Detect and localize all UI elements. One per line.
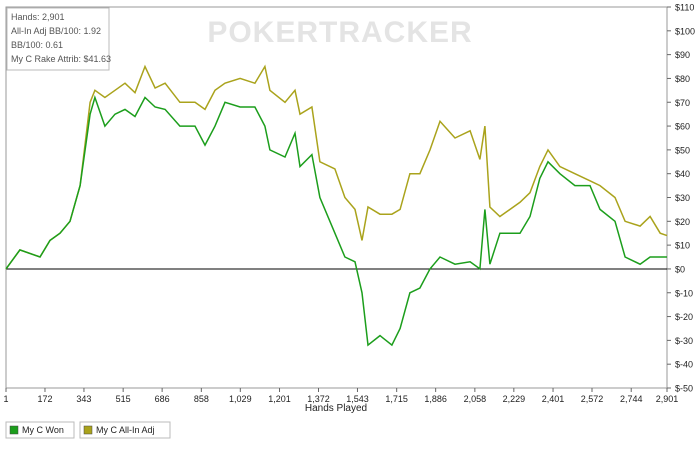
x-tick-label: 2,058	[464, 394, 487, 404]
x-tick-label: 2,744	[620, 394, 643, 404]
x-tick-label: 2,401	[542, 394, 565, 404]
y-tick-label: $40	[675, 169, 690, 179]
stat-text: BB/100: 0.61	[11, 40, 63, 50]
stat-text: My C Rake Attrib: $41.63	[11, 54, 111, 64]
legend-item	[5, 421, 75, 439]
x-tick-label: 686	[155, 394, 170, 404]
y-tick-label: $-10	[675, 288, 693, 298]
x-tick-label: 2,572	[581, 394, 604, 404]
y-tick-label: $60	[675, 122, 690, 132]
y-tick-label: $20	[675, 217, 690, 227]
stat-text: All-In Adj BB/100: 1.92	[11, 26, 101, 36]
x-tick-label: 1,886	[424, 394, 447, 404]
legend-label: My C All-In Adj	[96, 425, 155, 435]
x-tick-label: 2,901	[656, 394, 679, 404]
stats-box	[6, 7, 110, 71]
y-tick-label: $-40	[675, 360, 693, 370]
y-tick-label: $90	[675, 50, 690, 60]
x-tick-label: 515	[116, 394, 131, 404]
x-tick-label: 1	[3, 394, 8, 404]
y-tick-label: $80	[675, 74, 690, 84]
legend-swatch	[83, 425, 93, 435]
y-tick-label: $-50	[675, 384, 693, 394]
x-tick-label: 172	[37, 394, 52, 404]
x-tick-label: 1,372	[307, 394, 330, 404]
x-tick-label: 2,229	[503, 394, 526, 404]
legend-label: My C Won	[22, 425, 64, 435]
y-tick-label: $30	[675, 193, 690, 203]
y-tick-label: $0	[675, 264, 685, 274]
y-tick-label: $70	[675, 98, 690, 108]
y-tick-label: $-20	[675, 312, 693, 322]
x-tick-label: 858	[194, 394, 209, 404]
y-tick-label: $10	[675, 241, 690, 251]
x-tick-label: 1,715	[385, 394, 408, 404]
y-tick-label: $-30	[675, 336, 693, 346]
y-tick-label: $110	[675, 3, 694, 13]
watermark: POKERTRACKER	[207, 16, 472, 49]
y-tick-label: $50	[675, 145, 690, 155]
x-tick-label: 1,201	[268, 394, 291, 404]
series-line	[5, 95, 667, 347]
x-tick-label: 343	[76, 394, 91, 404]
legend-swatch	[9, 425, 19, 435]
x-axis-label: Hands Played	[305, 403, 367, 414]
x-tick-label: 1,029	[229, 394, 252, 404]
y-tick-label: $100	[675, 26, 695, 36]
legend-item	[79, 421, 171, 439]
series-line	[5, 64, 668, 270]
stat-text: Hands: 2,901	[11, 12, 65, 22]
x-tick-label: 1,543	[346, 394, 369, 404]
plot-frame	[5, 6, 668, 389]
